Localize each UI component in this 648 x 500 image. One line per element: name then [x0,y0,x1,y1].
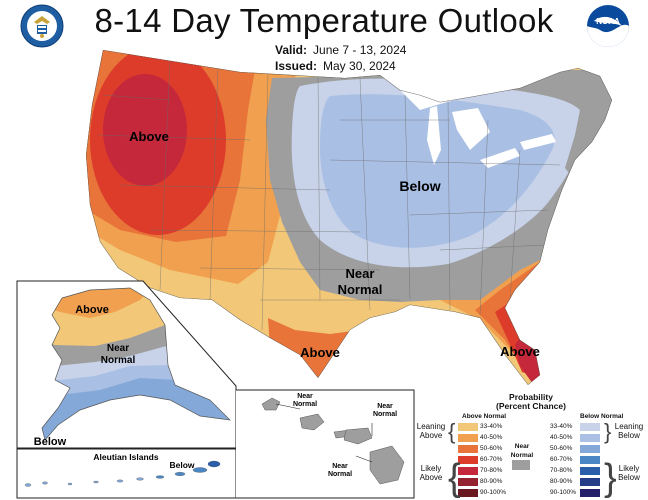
alaska-label-center-line1: Near [107,343,129,354]
hawaii-label-right-1: Near [377,403,393,410]
map-label-center-line2: Normal [338,282,383,297]
legend-above-range: 33-40% [480,423,503,430]
legend-below-range: 80-90% [550,478,573,485]
legend-likely-above-2: Above [419,473,443,482]
legend-below-swatch [580,445,600,453]
legend-brace-likely-above: { [448,457,461,499]
legend-above-swatch [458,434,478,442]
legend-below-range: 60-70% [550,456,573,463]
legend-below-range: 40-50% [550,434,573,441]
legend-below-swatch [580,478,600,486]
hawaii-label-bottom-1: Near [332,463,348,470]
legend-above-range: 90-100% [480,489,507,496]
issued-value: May 30, 2024 [323,59,396,73]
legend-below-range: 70-80% [550,467,573,474]
noaa-logo-text: NOAA [596,17,620,26]
legend-brace-leaning-below: } [604,419,612,444]
legend-below-range: 90-100% [550,489,577,496]
map-label-east: Below [399,178,440,194]
legend-leaning-below: Leaning Below [610,422,648,440]
map-label-west: Above [129,129,169,144]
aleutian-title: Aleutian Islands [93,452,158,462]
map-label-texas: Above [300,345,340,360]
legend-near-header-1: Near [514,443,530,450]
aleutian-inset-frame [16,448,237,499]
map-label-florida: Above [500,344,540,359]
legend-above-range: 80-90% [480,478,503,485]
legend-above-header: Above Normal [462,413,507,420]
legend-leaning-below-1: Leaning [614,422,644,431]
issued-label: Issued: [275,59,318,73]
valid-dates: Valid: June 7 - 13, 2024 [275,43,406,57]
legend-below-range: 33-40% [550,423,573,430]
legend-above-range: 70-80% [480,467,503,474]
legend-leaning-above: Leaning Above [414,422,448,440]
alaska-label-south: Below [34,436,67,448]
legend-below-header: Below Normal [580,413,624,420]
legend-above-range: 60-70% [480,456,503,463]
alaska-label-north: Above [75,304,109,316]
legend-below-range: 50-60% [550,445,573,452]
hawaii-label-bottom-2: Normal [328,471,352,478]
legend-above-range: 40-50% [480,434,503,441]
aleutian-islands-shapes [24,460,221,487]
legend-near-header-2: Normal [510,452,534,459]
legend-brace-leaning-above: { [448,419,456,444]
legend-above-swatch [458,456,478,464]
aleutian-label: Below [169,460,194,470]
legend-below-swatch [580,434,600,442]
legend-above-swatch [458,478,478,486]
hawaii-inset-frame [236,389,415,499]
legend-leaning-above-1: Leaning [416,422,446,431]
valid-value: June 7 - 13, 2024 [313,43,407,57]
legend-above-swatch [458,467,478,475]
hawaii-label-left-2: Normal [293,401,317,408]
legend-leaning-below-2: Below [618,431,640,440]
hawaii-label-right-2: Normal [373,411,397,418]
legend-likely-below: Likely Below [610,464,648,482]
alaska-label-center-line2: Normal [101,355,136,366]
page-title: 8-14 Day Temperature Outlook [94,2,554,39]
hawaii-islands-shapes [261,397,405,485]
noaa-logo-icon: NOAA [587,5,629,47]
legend-below-swatch [580,489,600,497]
legend-below-swatch [580,456,600,464]
legend-above-range: 50-60% [480,445,503,452]
legend-likely-above: Likely Above [414,464,448,482]
legend-title-line2: (Percent Chance) [496,401,566,411]
hawaii-label-left-1: Near [297,393,313,400]
commerce-seal-icon [20,4,64,48]
legend-likely-below-1: Likely [618,464,640,473]
map-label-center-line1: Near [346,266,375,281]
issued-date: Issued: May 30, 2024 [275,59,396,73]
legend-above-swatch [458,489,478,497]
legend-below-swatch [580,467,600,475]
legend-brace-likely-below: } [604,457,617,499]
legend-below-swatch [580,423,600,431]
legend-above-swatch [458,445,478,453]
legend-above-swatch [458,423,478,431]
legend-likely-above-1: Likely [420,464,442,473]
legend-leaning-above-2: Above [419,431,443,440]
valid-label: Valid: [275,43,308,57]
legend-likely-below-2: Below [618,473,640,482]
legend-near-swatch [512,460,530,470]
legend-near-header: Near Normal [510,442,534,460]
legend-title-line1: Probability [509,392,553,402]
probability-legend: Probability (Percent Chance) Above Norma… [414,392,648,500]
